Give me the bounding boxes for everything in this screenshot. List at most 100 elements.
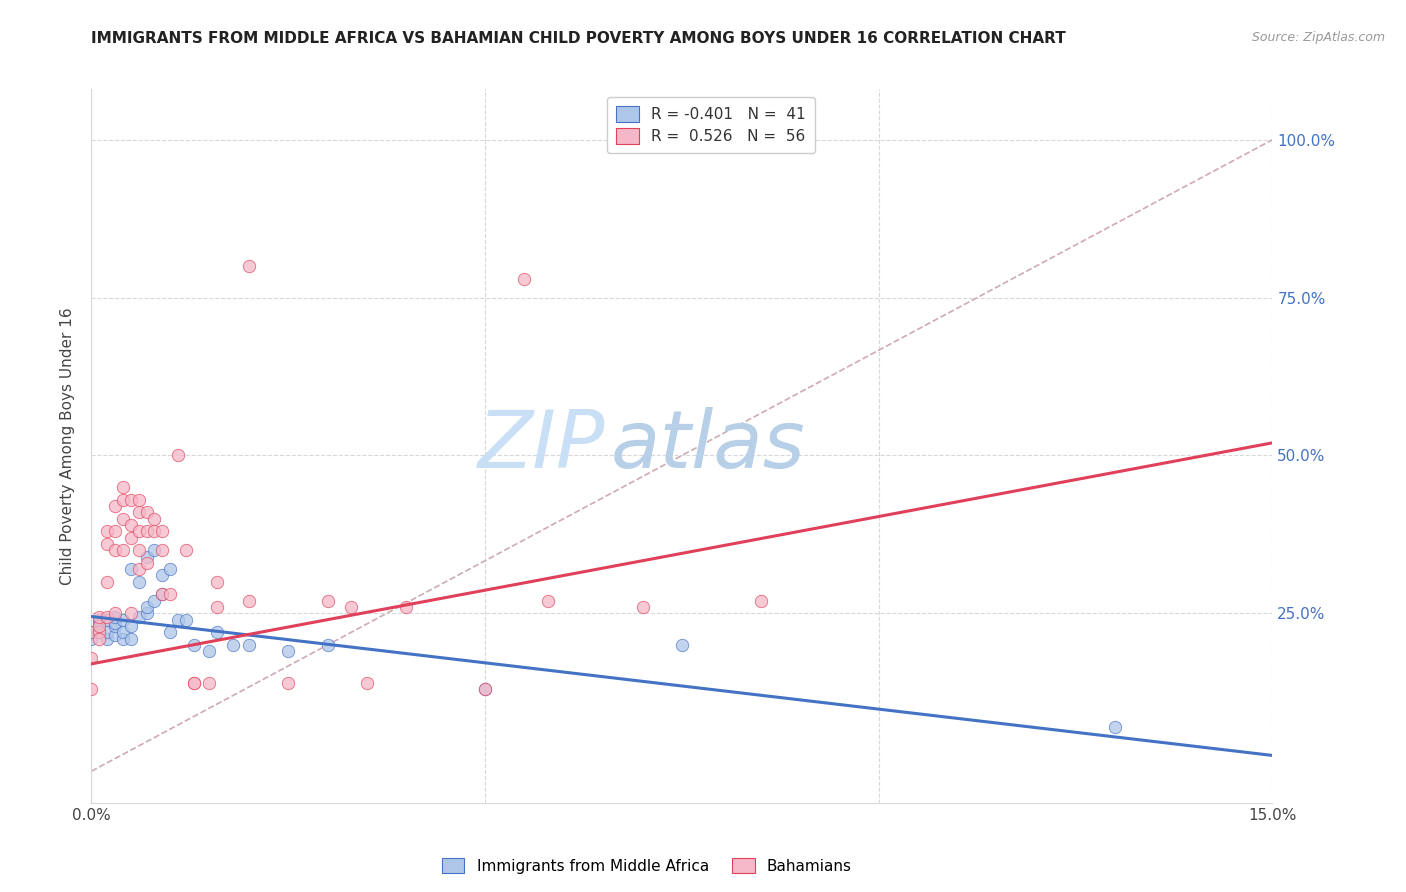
- Point: [120, 619, 142, 633]
- Point: [89, 619, 111, 633]
- Point: [96, 609, 118, 624]
- Point: [111, 625, 134, 640]
- Point: [316, 593, 339, 607]
- Point: [104, 619, 127, 633]
- Point: [150, 543, 173, 558]
- Point: [120, 562, 142, 576]
- Point: [89, 632, 111, 646]
- Point: [143, 524, 166, 539]
- Point: [238, 259, 260, 273]
- Point: [150, 587, 173, 601]
- Point: [120, 492, 142, 507]
- Point: [89, 613, 111, 627]
- Point: [238, 638, 260, 652]
- Point: [120, 531, 142, 545]
- Point: [128, 505, 150, 519]
- Point: [89, 625, 111, 640]
- Point: [167, 613, 190, 627]
- Point: [111, 492, 134, 507]
- Point: [631, 600, 654, 615]
- Legend: R = -0.401   N =  41, R =  0.526   N =  56: R = -0.401 N = 41, R = 0.526 N = 56: [607, 97, 815, 153]
- Point: [150, 524, 173, 539]
- Y-axis label: Child Poverty Among Boys Under 16: Child Poverty Among Boys Under 16: [60, 307, 76, 585]
- Point: [159, 625, 181, 640]
- Point: [111, 613, 134, 627]
- Point: [395, 600, 418, 615]
- Point: [159, 587, 181, 601]
- Point: [120, 607, 142, 621]
- Point: [80, 650, 103, 665]
- Point: [537, 593, 560, 607]
- Point: [143, 543, 166, 558]
- Point: [167, 449, 190, 463]
- Point: [104, 499, 127, 513]
- Point: [174, 613, 197, 627]
- Point: [1104, 720, 1126, 734]
- Point: [104, 543, 127, 558]
- Point: [120, 517, 142, 532]
- Legend: Immigrants from Middle Africa, Bahamians: Immigrants from Middle Africa, Bahamians: [436, 852, 858, 880]
- Point: [135, 600, 157, 615]
- Point: [128, 524, 150, 539]
- Point: [135, 556, 157, 570]
- Point: [80, 682, 103, 697]
- Point: [474, 682, 496, 697]
- Point: [316, 638, 339, 652]
- Point: [277, 675, 299, 690]
- Point: [207, 625, 229, 640]
- Text: Source: ZipAtlas.com: Source: ZipAtlas.com: [1251, 31, 1385, 45]
- Point: [89, 609, 111, 624]
- Point: [277, 644, 299, 658]
- Point: [128, 574, 150, 589]
- Point: [198, 675, 221, 690]
- Point: [150, 568, 173, 582]
- Point: [238, 593, 260, 607]
- Point: [143, 511, 166, 525]
- Point: [128, 609, 150, 624]
- Point: [96, 574, 118, 589]
- Point: [207, 574, 229, 589]
- Point: [80, 632, 103, 646]
- Point: [135, 549, 157, 564]
- Point: [104, 609, 127, 624]
- Point: [474, 682, 496, 697]
- Point: [143, 593, 166, 607]
- Point: [135, 524, 157, 539]
- Text: ZIP: ZIP: [478, 407, 605, 485]
- Point: [96, 613, 118, 627]
- Point: [128, 562, 150, 576]
- Point: [111, 543, 134, 558]
- Point: [128, 492, 150, 507]
- Point: [222, 638, 245, 652]
- Point: [207, 600, 229, 615]
- Point: [80, 625, 103, 640]
- Point: [198, 644, 221, 658]
- Point: [513, 271, 536, 285]
- Text: atlas: atlas: [612, 407, 806, 485]
- Point: [150, 587, 173, 601]
- Point: [340, 600, 363, 615]
- Point: [183, 675, 205, 690]
- Point: [104, 524, 127, 539]
- Point: [135, 607, 157, 621]
- Point: [174, 543, 197, 558]
- Point: [111, 480, 134, 494]
- Point: [183, 638, 205, 652]
- Point: [96, 524, 118, 539]
- Point: [80, 625, 103, 640]
- Point: [159, 562, 181, 576]
- Point: [356, 675, 378, 690]
- Point: [89, 615, 111, 630]
- Point: [104, 607, 127, 621]
- Point: [671, 638, 693, 652]
- Text: IMMIGRANTS FROM MIDDLE AFRICA VS BAHAMIAN CHILD POVERTY AMONG BOYS UNDER 16 CORR: IMMIGRANTS FROM MIDDLE AFRICA VS BAHAMIA…: [91, 31, 1066, 46]
- Point: [183, 675, 205, 690]
- Point: [96, 632, 118, 646]
- Point: [104, 628, 127, 642]
- Point: [96, 537, 118, 551]
- Point: [111, 511, 134, 525]
- Point: [120, 632, 142, 646]
- Point: [135, 505, 157, 519]
- Point: [128, 543, 150, 558]
- Point: [111, 632, 134, 646]
